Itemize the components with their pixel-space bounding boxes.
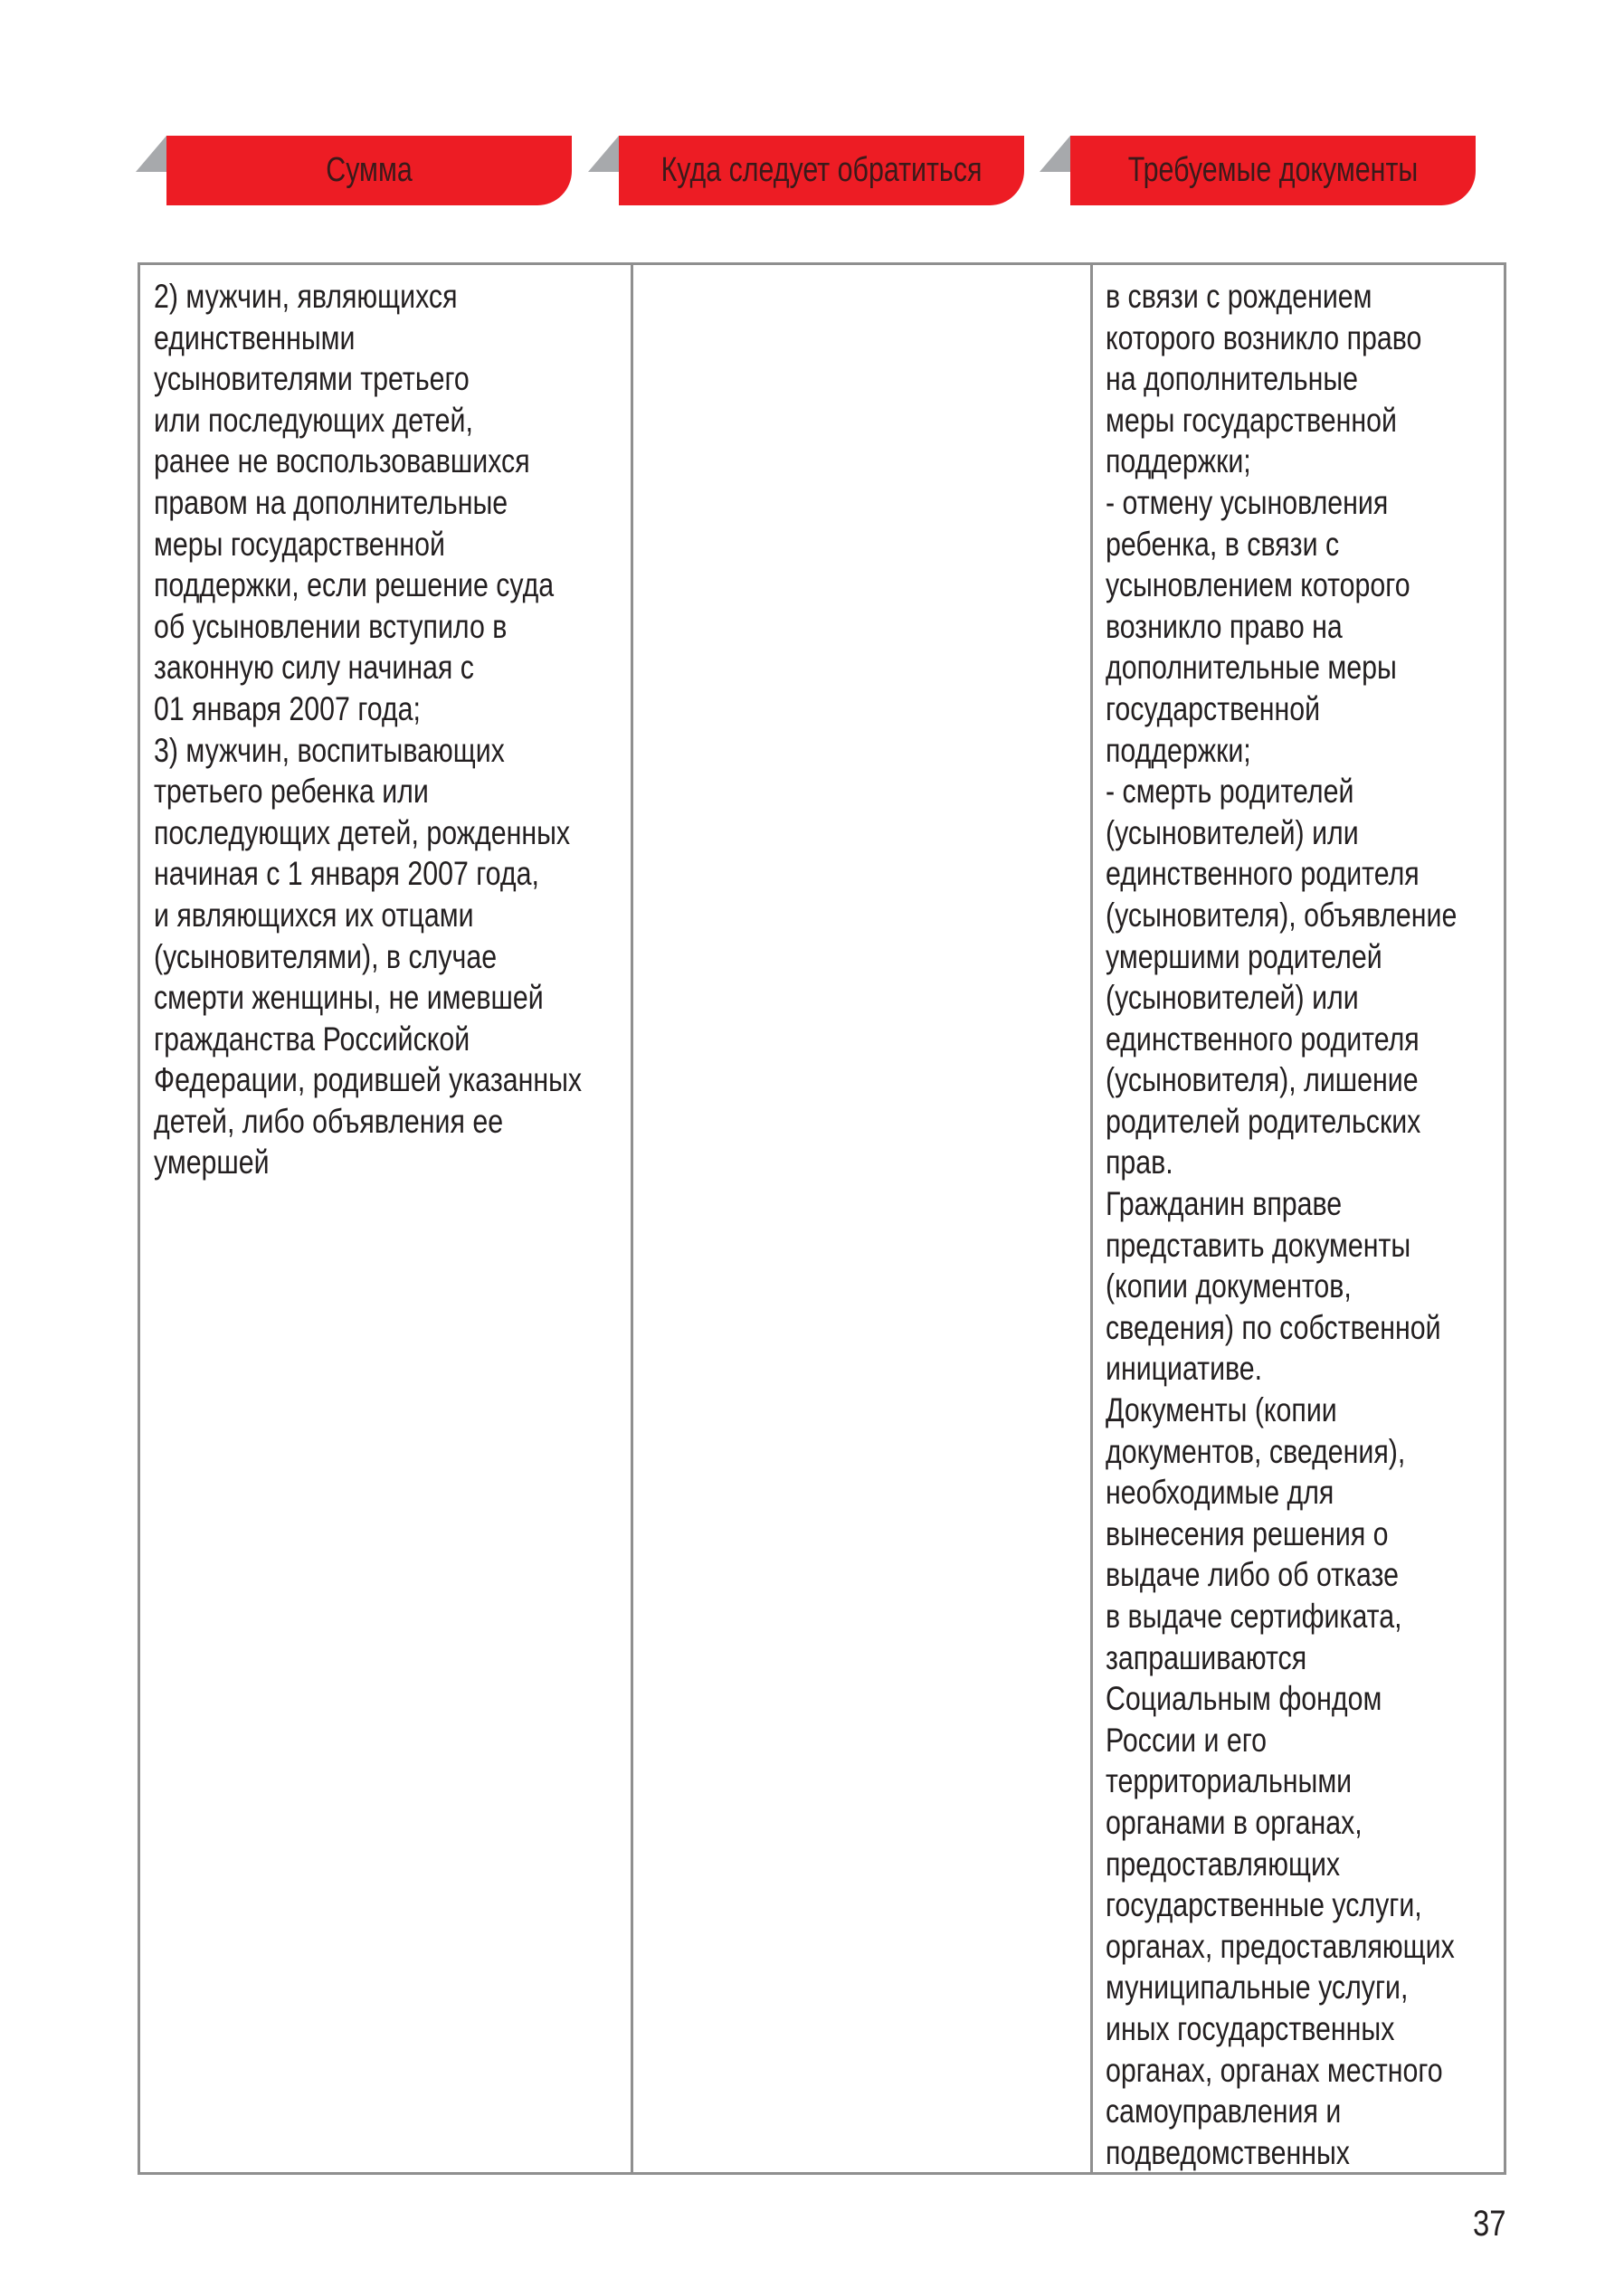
- text-line: (усыновителей) или: [1106, 813, 1359, 851]
- text-line: усыновителями третьего: [154, 360, 470, 398]
- text-line: Гражданин вправе: [1106, 1185, 1343, 1223]
- text-line: выдаче либо об отказе: [1106, 1556, 1399, 1594]
- text-line: в выдаче сертификата,: [1106, 1598, 1402, 1635]
- text-line: органами в органах,: [1106, 1803, 1363, 1841]
- content-table: 2) мужчин, являющихся единственными усынов…: [138, 262, 1506, 2175]
- header-tab-label: Сумма: [326, 151, 413, 189]
- text-line: России и его: [1106, 1721, 1267, 1759]
- text-line: смерти женщины, не имевшей: [154, 979, 544, 1017]
- text-line: умершей: [154, 1144, 270, 1181]
- text-line: (усыновителя), объявление: [1106, 896, 1458, 934]
- text-line: 2) мужчин, являющихся: [154, 278, 458, 315]
- text-line: меры государственной: [1106, 401, 1397, 439]
- text-line: законную силу начиная с: [154, 649, 474, 687]
- text-line: запрашиваются: [1106, 1638, 1307, 1676]
- text-line: Документы (копии: [1106, 1391, 1337, 1429]
- header-tab-sum: Сумма: [166, 136, 572, 205]
- tab-corner-decoration: [588, 136, 619, 172]
- text-line: и являющихся их отцами: [154, 896, 474, 934]
- text-line: - отмену усыновления: [1106, 483, 1389, 521]
- text-line: об усыновлении вступило в: [154, 607, 508, 645]
- text-line: усыновлением которого: [1106, 566, 1410, 604]
- text-line: возникло право на: [1106, 607, 1343, 645]
- tab-corner-decoration: [136, 136, 166, 172]
- text-line: единственного родителя: [1106, 1020, 1420, 1058]
- cell-sum: 2) мужчин, являющихся единственными усынов…: [154, 276, 582, 1183]
- text-line: сведения) по собственной: [1106, 1308, 1441, 1346]
- text-line: государственные услуги,: [1106, 1886, 1422, 1924]
- text-line: поддержки;: [1106, 442, 1251, 480]
- text-line: представить документы: [1106, 1226, 1411, 1264]
- text-line: меры государственной: [154, 525, 445, 563]
- text-line: Федерации, родившей указанных: [154, 1061, 583, 1099]
- text-line: в связи с рождением: [1106, 278, 1372, 315]
- text-line: правом на дополнительные: [154, 483, 508, 521]
- text-line: иных государственных: [1106, 2009, 1395, 2047]
- text-line: (усыновителями), в случае: [154, 937, 498, 975]
- text-line: единственными: [154, 318, 356, 356]
- text-line: необходимые для: [1106, 1474, 1334, 1512]
- text-line: дополнительные меры: [1106, 649, 1397, 687]
- text-line: последующих детей, рожденных: [154, 813, 571, 851]
- text-line: гражданства Российской: [154, 1020, 470, 1058]
- text-line: муниципальные услуги,: [1106, 1969, 1409, 2007]
- text-line: поддержки;: [1106, 731, 1251, 769]
- text-line: вынесения решения о: [1106, 1514, 1389, 1552]
- text-line: прав.: [1106, 1144, 1173, 1181]
- text-line: которого возникло право: [1106, 318, 1422, 356]
- text-line: территориальными: [1106, 1762, 1353, 1800]
- header-tab-label: Куда следует обратиться: [660, 151, 983, 189]
- text-line: - смерть родителей: [1106, 773, 1354, 811]
- text-line: на дополнительные: [1106, 360, 1359, 398]
- column-divider: [1090, 265, 1093, 2172]
- text-line: единственного родителя: [1106, 855, 1420, 893]
- text-line: 3) мужчин, воспитывающих: [154, 731, 505, 769]
- text-line: третьего ребенка или: [154, 773, 429, 811]
- text-line: (усыновителя), лишение: [1106, 1061, 1419, 1099]
- header-tab-required-documents: Требуемые документы: [1070, 136, 1476, 205]
- text-line: умершими родителей: [1106, 937, 1382, 975]
- header-tab-where-to-apply: Куда следует обратиться: [619, 136, 1024, 205]
- text-line: (усыновителей) или: [1106, 979, 1359, 1017]
- text-line: инициативе.: [1106, 1350, 1263, 1388]
- text-line: ребенка, в связи с: [1106, 525, 1340, 563]
- text-line: государственной: [1106, 689, 1321, 727]
- cell-required-documents: в связи с рождением которого возникло пра…: [1106, 276, 1457, 2173]
- header-tab-label: Требуемые документы: [1127, 151, 1419, 189]
- text-line: ранее не воспользовавшихся: [154, 442, 530, 480]
- text-line: 01 января 2007 года;: [154, 689, 421, 727]
- text-line: поддержки, если решение суда: [154, 566, 555, 604]
- text-line: или последующих детей,: [154, 401, 473, 439]
- text-line: документов, сведения),: [1106, 1432, 1406, 1470]
- text-line: самоуправления и: [1106, 2092, 1342, 2130]
- text-line: Социальным фондом: [1106, 1680, 1382, 1718]
- column-divider: [631, 265, 633, 2172]
- text-line: родителей родительских: [1106, 1102, 1421, 1140]
- page-number: 37: [1473, 2204, 1506, 2244]
- text-line: органах, органах местного: [1106, 2051, 1443, 2089]
- text-line: предоставляющих: [1106, 1845, 1341, 1883]
- text-line: (копии документов,: [1106, 1267, 1352, 1305]
- text-line: подведомственных: [1106, 2133, 1350, 2171]
- text-line: начиная с 1 января 2007 года,: [154, 855, 539, 893]
- text-line: органах, предоставляющих: [1106, 1927, 1455, 1965]
- text-line: детей, либо объявления ее: [154, 1102, 504, 1140]
- tab-corner-decoration: [1040, 136, 1070, 172]
